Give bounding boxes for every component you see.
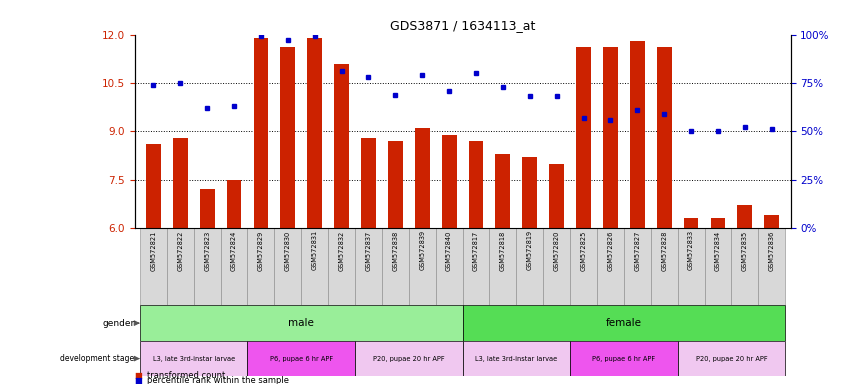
Text: P20, pupae 20 hr APF: P20, pupae 20 hr APF xyxy=(373,356,445,362)
Bar xyxy=(307,38,322,228)
Bar xyxy=(759,228,785,305)
Bar xyxy=(415,128,430,228)
Text: P6, pupae 6 hr APF: P6, pupae 6 hr APF xyxy=(270,356,333,362)
Text: development stage: development stage xyxy=(61,354,135,363)
Bar xyxy=(355,341,463,376)
Bar xyxy=(328,228,355,305)
Bar xyxy=(630,41,645,228)
Bar xyxy=(651,228,678,305)
Text: transformed count: transformed count xyxy=(147,371,225,380)
Bar xyxy=(247,341,355,376)
Text: GSM572824: GSM572824 xyxy=(231,230,237,271)
Bar xyxy=(764,215,779,228)
Text: GSM572817: GSM572817 xyxy=(473,230,479,271)
Bar xyxy=(146,144,161,228)
Bar xyxy=(167,228,193,305)
Title: GDS3871 / 1634113_at: GDS3871 / 1634113_at xyxy=(390,19,535,32)
Text: P20, pupae 20 hr APF: P20, pupae 20 hr APF xyxy=(696,356,767,362)
Bar xyxy=(463,305,785,341)
Bar xyxy=(140,228,167,305)
Bar xyxy=(522,157,537,228)
Text: GSM572831: GSM572831 xyxy=(312,230,318,270)
Bar xyxy=(280,48,295,228)
Text: percentile rank within the sample: percentile rank within the sample xyxy=(147,376,289,384)
Bar xyxy=(140,305,463,341)
Text: L3, late 3rd-instar larvae: L3, late 3rd-instar larvae xyxy=(152,356,235,362)
Text: GSM572836: GSM572836 xyxy=(769,230,775,271)
Text: GSM572820: GSM572820 xyxy=(553,230,559,271)
Bar xyxy=(576,48,591,228)
Text: GSM572822: GSM572822 xyxy=(177,230,183,271)
Bar xyxy=(549,164,564,228)
Bar xyxy=(543,228,570,305)
Bar xyxy=(442,134,457,228)
Bar xyxy=(388,141,403,228)
Bar xyxy=(220,228,247,305)
Text: GSM572838: GSM572838 xyxy=(393,230,399,271)
Bar xyxy=(200,189,214,228)
Bar xyxy=(361,138,376,228)
Text: GSM572828: GSM572828 xyxy=(661,230,667,271)
Bar xyxy=(711,218,725,228)
Bar xyxy=(597,228,624,305)
Text: GSM572827: GSM572827 xyxy=(634,230,640,271)
Bar xyxy=(193,228,220,305)
Bar xyxy=(247,228,274,305)
Text: GSM572832: GSM572832 xyxy=(339,230,345,271)
Text: GSM572826: GSM572826 xyxy=(607,230,613,271)
Text: P6, pupae 6 hr APF: P6, pupae 6 hr APF xyxy=(592,356,655,362)
Text: GSM572829: GSM572829 xyxy=(258,230,264,271)
Bar xyxy=(334,64,349,228)
Bar xyxy=(624,228,651,305)
Text: female: female xyxy=(606,318,642,328)
Text: GSM572839: GSM572839 xyxy=(419,230,426,270)
Bar xyxy=(355,228,382,305)
Text: GSM572830: GSM572830 xyxy=(285,230,291,271)
Text: GSM572825: GSM572825 xyxy=(580,230,586,271)
Text: ■: ■ xyxy=(135,376,142,384)
Bar xyxy=(705,228,732,305)
Bar xyxy=(468,141,484,228)
Text: GSM572819: GSM572819 xyxy=(526,230,532,270)
Text: GSM572840: GSM572840 xyxy=(446,230,452,271)
Bar xyxy=(463,341,570,376)
Text: GSM572818: GSM572818 xyxy=(500,230,506,271)
Bar xyxy=(409,228,436,305)
Bar xyxy=(678,341,785,376)
Text: ■: ■ xyxy=(135,371,142,380)
Text: GSM572837: GSM572837 xyxy=(366,230,372,271)
Bar xyxy=(253,38,268,228)
Bar xyxy=(463,228,489,305)
Bar xyxy=(489,228,516,305)
Text: GSM572835: GSM572835 xyxy=(742,230,748,271)
Text: gender: gender xyxy=(103,319,135,328)
Bar xyxy=(738,205,752,228)
Bar xyxy=(732,228,759,305)
Text: L3, late 3rd-instar larvae: L3, late 3rd-instar larvae xyxy=(475,356,558,362)
Text: GSM572823: GSM572823 xyxy=(204,230,210,271)
Bar xyxy=(173,138,188,228)
Text: GSM572834: GSM572834 xyxy=(715,230,721,271)
Bar xyxy=(657,48,672,228)
Bar xyxy=(140,341,247,376)
Text: GSM572833: GSM572833 xyxy=(688,230,694,270)
Bar xyxy=(301,228,328,305)
Bar xyxy=(684,218,699,228)
Bar xyxy=(274,228,301,305)
Bar xyxy=(382,228,409,305)
Bar xyxy=(603,48,618,228)
Bar xyxy=(226,180,241,228)
Text: male: male xyxy=(288,318,315,328)
Bar xyxy=(570,341,678,376)
Text: GSM572821: GSM572821 xyxy=(151,230,156,271)
Bar xyxy=(436,228,463,305)
Bar xyxy=(678,228,705,305)
Bar xyxy=(570,228,597,305)
Bar xyxy=(516,228,543,305)
Bar xyxy=(495,154,510,228)
